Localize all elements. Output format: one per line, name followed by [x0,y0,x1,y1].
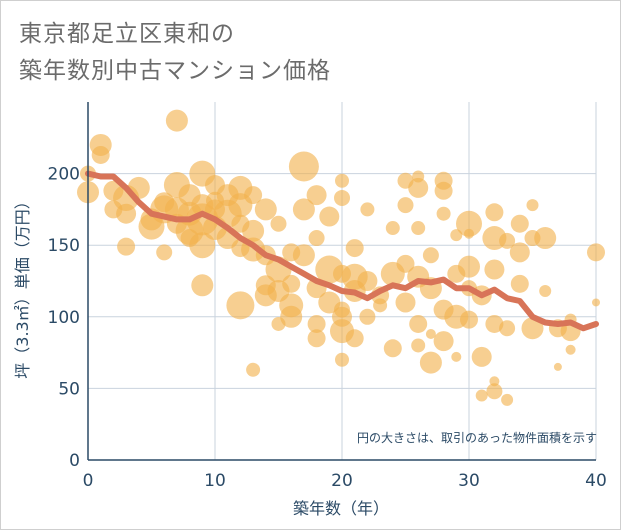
data-bubble [526,199,539,212]
data-bubble [419,351,442,374]
data-bubble [433,331,454,352]
data-bubble [156,244,173,261]
data-bubble [345,329,364,348]
data-bubble [334,301,350,318]
data-bubble [292,244,315,267]
data-bubble [117,237,136,256]
data-bubble [534,227,557,250]
axes: 0 10 20 30 40 0 50 100 150 200 [48,102,607,491]
data-bubble [254,198,277,221]
x-tick-label: 0 [83,471,94,491]
data-bubble [411,338,426,353]
x-axis-label: 築年数（年） [293,499,389,518]
data-bubble [587,243,605,262]
x-tick-label: 10 [204,471,226,491]
data-bubble [509,242,530,263]
data-bubble [434,171,453,190]
data-bubble [458,255,480,278]
data-bubble [242,219,265,242]
data-bubble [510,274,529,293]
data-bubble [335,173,349,188]
data-bubble [91,145,110,164]
chart-title-line-2: 築年数別中古マンション価格 [19,58,331,84]
data-bubble [189,232,216,259]
data-bubble [385,221,400,236]
data-bubble [357,271,378,291]
data-bubble [471,346,492,367]
data-bubble [501,393,514,406]
data-bubble [307,329,326,348]
data-bubble [373,298,388,313]
data-bubble [244,186,263,205]
data-bubble [292,198,315,221]
data-bubble [486,383,503,400]
data-bubble [521,317,544,340]
data-bubble [436,206,451,221]
data-bubble [334,189,350,206]
data-bubble [422,247,439,264]
data-bubble [539,285,552,298]
data-bubble [319,206,340,227]
data-bubble [282,274,301,293]
data-bubble [288,151,319,182]
data-bubble [510,214,529,233]
size-note: 円の大きさは、取引のあった物件面積を示す [357,430,597,445]
data-bubble [308,230,325,247]
data-bubble [345,239,364,258]
data-bubble [307,314,326,333]
data-bubble [460,310,478,329]
data-bubble [409,314,428,333]
data-bubble [280,305,303,328]
data-bubble [499,232,516,249]
data-bubble [499,320,516,337]
y-tick-label: 50 [58,379,80,399]
data-bubble [475,389,488,402]
data-bubble [451,351,462,362]
data-bubble [306,185,327,206]
x-tick-label: 40 [585,471,607,491]
data-bubble [553,362,562,371]
data-bubble [270,215,287,232]
y-tick-label: 150 [48,236,80,256]
data-bubble [484,259,505,280]
data-bubble [489,376,500,387]
data-bubble [335,352,349,367]
bubble-series [77,109,605,406]
data-bubble [246,362,261,377]
data-bubble [360,202,375,217]
y-tick-label: 200 [48,165,80,185]
data-bubble [383,339,402,358]
x-tick-label: 30 [458,471,480,491]
data-bubble [464,228,474,239]
data-bubble [191,274,214,297]
y-axis-label: 坪（3.3㎡）単価（万円） [13,193,32,378]
x-tick-label: 20 [331,471,353,491]
data-bubble [485,203,504,222]
y-tick-label: 100 [48,308,80,328]
data-bubble [411,221,426,236]
data-bubble [412,170,425,183]
data-bubble [456,210,482,237]
chart-title-line-1: 東京都足立区東和の [19,21,235,47]
y-tick-label: 0 [69,451,80,471]
data-bubble [565,344,576,355]
data-bubble [395,292,416,313]
data-bubble [396,254,415,273]
data-bubble [425,328,436,339]
data-bubble [485,314,504,333]
data-bubble [165,109,188,132]
trend-line [85,170,599,332]
data-bubble [397,197,414,214]
data-bubble [408,177,429,198]
data-bubble [359,308,376,325]
data-bubble [592,298,600,307]
data-bubble [226,291,255,320]
